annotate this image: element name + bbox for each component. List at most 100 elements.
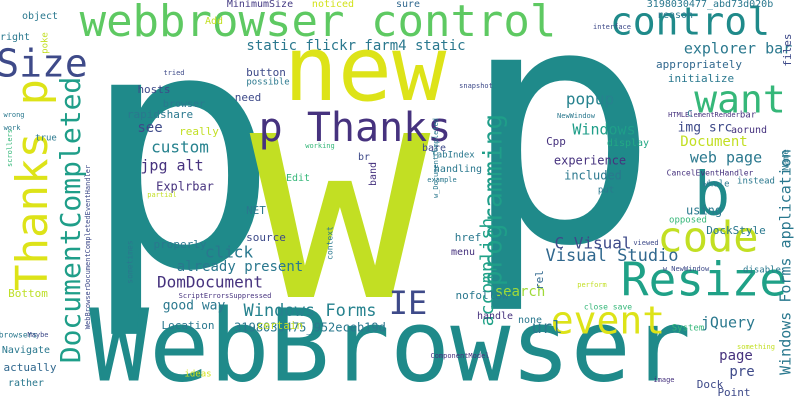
word-htmlelementrender: HTMLElementRender <box>668 111 740 119</box>
word-see: see <box>137 120 162 136</box>
word-net: NET <box>246 204 266 217</box>
word-jquery: jQuery <box>701 314 755 332</box>
word-rel: rel <box>533 270 546 290</box>
word-bottom: Bottom <box>8 287 48 300</box>
word-webbrowserdocumentcompletedeventhandler: WebBrowserDocumentCompletedEventHandler <box>84 165 92 329</box>
word-hosts: hosts <box>137 83 170 96</box>
word-context: context <box>326 226 335 260</box>
word-p: p <box>461 0 660 318</box>
word-band: band <box>368 162 379 186</box>
word-componentmodel: ComponentModel <box>430 352 489 360</box>
word-interface: interface <box>593 23 631 31</box>
word-p: p <box>81 0 280 343</box>
word-menu: menu <box>451 247 475 258</box>
word-static-flickr-farm4-static: static flickr farm4 static <box>246 38 465 54</box>
word-edit: Edit <box>286 173 310 184</box>
word-object: object <box>22 11 58 22</box>
word-appropriately: appropriately <box>656 58 742 71</box>
word-need: need <box>235 91 262 104</box>
word-sometimes: sometimes <box>126 240 135 284</box>
word-name: Name <box>782 149 792 171</box>
word-resize: Resize <box>621 253 787 307</box>
word-popup: popup <box>566 90 614 109</box>
word-programming: programming <box>479 114 509 286</box>
word-windows-forms-application: Windows Forms application <box>777 149 795 375</box>
word-tabindex: TabIndex <box>431 151 475 161</box>
word-source: source <box>246 231 286 244</box>
word-viewed: viewed <box>633 239 658 247</box>
word-wrong: wrong <box>3 111 24 119</box>
word-whole: whole <box>702 180 729 190</box>
word-tried: tried <box>163 69 184 77</box>
word-new: new <box>284 17 447 122</box>
word-visual-studio: Visual Studio <box>545 246 678 266</box>
word-aorund: aorund <box>731 125 767 136</box>
word-windows-forms: Windows Forms <box>243 301 376 321</box>
word-display: display <box>607 138 649 149</box>
word-snapshot: snapshot <box>459 82 493 90</box>
word-ideas: ideas <box>184 370 211 380</box>
word-jpg-alt: jpg alt <box>140 157 203 175</box>
word-right: right <box>0 32 30 43</box>
word-image: image <box>653 376 674 384</box>
word-control: control <box>610 0 770 44</box>
word-minimumsize: MinimumSize <box>227 0 293 10</box>
word-accomplish: accomplish <box>477 218 498 326</box>
word-dockstyle: DockStyle <box>706 224 766 237</box>
word-documentcompleted: DocumentCompleted <box>54 77 87 364</box>
word-br: br <box>358 152 370 163</box>
word-using: using <box>686 204 722 218</box>
word-dock: Dock <box>697 378 724 391</box>
word-instead: instead <box>737 177 775 187</box>
word-thanks-p: Thanks p <box>7 79 58 291</box>
word-browsers: browsers <box>0 331 37 340</box>
word-document: Document <box>680 134 747 150</box>
word-webbrowser-control: webbrowser control <box>80 0 557 47</box>
word-event: event <box>551 299 665 343</box>
word-browser: browser <box>163 99 205 110</box>
word-w-newwindow: w_NewWindow <box>663 265 710 273</box>
word-none: none <box>518 315 542 326</box>
word-3198030475-952eceb19d: 3198030475_952eceb19d <box>234 321 386 335</box>
word-explorer-bar: explorer bar <box>684 40 792 58</box>
word-initialize: initialize <box>668 72 734 85</box>
word-newwindow: NewWindow <box>557 112 596 120</box>
word-work: work <box>4 124 22 132</box>
word-href: href <box>455 231 482 244</box>
word-put: put <box>598 186 614 196</box>
word-b: b <box>694 160 730 230</box>
word-search: search <box>495 284 546 300</box>
word-domdocument: DomDocument <box>157 273 263 292</box>
word-web-page: web page <box>690 149 762 167</box>
word-want: want <box>694 78 786 122</box>
word-already-present: already present <box>177 259 303 275</box>
word-nofollow: nofollow <box>456 289 509 302</box>
word-w: w <box>250 19 433 368</box>
word-size: Size <box>0 42 88 86</box>
word-handle: handle <box>477 311 513 322</box>
word-page: page <box>719 348 753 364</box>
word-something: something <box>737 343 775 351</box>
word-experience: experience <box>554 154 626 168</box>
word-bar: bar <box>740 111 757 121</box>
word-c-visual: C Visual <box>554 234 631 253</box>
word-sure: sure <box>396 0 420 10</box>
word-perform: perform <box>577 281 607 289</box>
word-disable: disable <box>743 266 781 276</box>
word-maybe: Maybe <box>27 331 48 339</box>
word-add: Add <box>205 16 223 27</box>
word-rapidshare: rapidshare <box>127 108 193 121</box>
word-ie: IE <box>389 284 428 322</box>
word-good-way: good way <box>163 299 226 314</box>
word-bare: bare <box>422 143 446 154</box>
word-true: true <box>35 134 57 144</box>
word-custom: custom <box>151 138 209 157</box>
word-cpp: Cpp <box>546 135 566 148</box>
word-system: System <box>672 324 705 334</box>
word-pre: pre <box>729 364 754 380</box>
word-close-save: close save <box>584 303 632 312</box>
word-p-thanks: p Thanks <box>259 105 452 151</box>
word-button: button <box>246 66 286 79</box>
word-included: included <box>564 169 622 183</box>
